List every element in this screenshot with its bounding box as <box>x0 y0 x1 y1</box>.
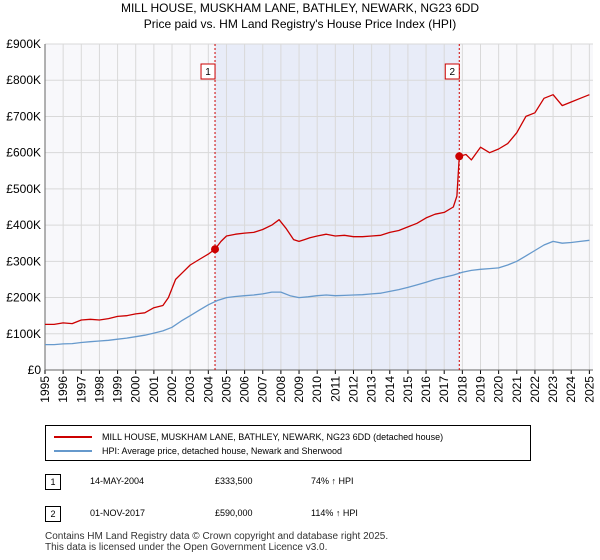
annotation-box <box>444 63 460 80</box>
sale-hpi-change: 74% ↑ HPI <box>311 476 354 486</box>
legend-label-property: MILL HOUSE, MUSKHAM LANE, BATHLEY, NEWAR… <box>102 432 444 442</box>
y-tick-label: £900K <box>6 37 41 51</box>
y-tick-label: £600K <box>6 146 41 160</box>
y-tick-label: £500K <box>6 182 41 196</box>
x-tick-label: 1999 <box>111 376 125 403</box>
y-tick-label: £0 <box>28 363 42 377</box>
x-tick-label: 2021 <box>510 376 524 403</box>
series-layer <box>45 94 590 346</box>
x-tick-label: 2004 <box>201 376 215 403</box>
axis-layer: £0 £100K £200K £300K £400K £500K £600K £700K £80… <box>6 37 596 403</box>
x-tick-label: 2017 <box>437 376 451 403</box>
y-tick-label: £800K <box>6 73 41 87</box>
footer-licence: This data is licensed under the Open Gov… <box>45 542 328 553</box>
x-tick-label: 2000 <box>129 376 143 403</box>
sale-date: 14-MAY-2004 <box>90 476 145 486</box>
y-tick-label: £200K <box>6 291 41 305</box>
legend-swatch-blue <box>54 450 92 452</box>
x-tick-label: 2001 <box>147 376 161 403</box>
x-tick-label: 2020 <box>492 376 506 403</box>
x-tick-label: 1995 <box>38 376 52 403</box>
grid-layer <box>44 43 593 371</box>
x-tick-label: 2022 <box>528 376 542 403</box>
y-tick-label: £400K <box>6 218 41 232</box>
x-tick-label: 2019 <box>473 376 487 403</box>
y-tick-label: £700K <box>6 109 41 123</box>
x-tick-label: 2002 <box>165 376 179 403</box>
x-tick-label: 2007 <box>256 376 270 403</box>
x-tick-label: 1998 <box>92 376 106 403</box>
legend-swatch-red <box>54 436 92 438</box>
annotation-label: 2 <box>449 67 455 78</box>
chart-title-block: MILL HOUSE, MUSKHAM LANE, BATHLEY, NEWAR… <box>0 0 600 32</box>
property-series-line <box>45 94 590 326</box>
x-tick-label: 2006 <box>238 376 252 403</box>
x-tick-label: 2023 <box>546 376 560 403</box>
x-tick-label: 2012 <box>346 376 360 403</box>
annotation-label: 1 <box>205 67 211 78</box>
legend: MILL HOUSE, MUSKHAM LANE, BATHLEY, NEWAR… <box>45 425 531 461</box>
x-tick-label: 2011 <box>328 376 342 402</box>
sale-price: £590,000 <box>215 508 253 518</box>
x-tick-label: 1996 <box>56 376 70 403</box>
sale-date: 01-NOV-2017 <box>90 508 146 518</box>
x-tick-label: 1997 <box>74 376 88 403</box>
x-tick-label: 2018 <box>455 376 469 403</box>
sale-price: £333,500 <box>215 476 253 486</box>
sale-badge: 2 <box>45 506 61 522</box>
x-tick-label: 2008 <box>274 376 288 403</box>
x-tick-label: 2016 <box>419 376 433 403</box>
chart-subtitle: Price paid vs. HM Land Registry's House … <box>143 17 457 31</box>
x-tick-label: 2009 <box>292 376 306 403</box>
annotation-box <box>200 63 216 80</box>
x-tick-label: 2025 <box>582 376 596 403</box>
shaded-period-layer <box>45 44 593 370</box>
x-tick-label: 2010 <box>310 376 324 403</box>
shaded-period <box>215 44 460 370</box>
footer: Contains HM Land Registry data © Crown c… <box>45 531 388 553</box>
legend-label-hpi: HPI: Average price, detached house, Newa… <box>102 446 342 456</box>
sale-point <box>211 245 220 254</box>
chart-title: MILL HOUSE, MUSKHAM LANE, BATHLEY, NEWAR… <box>120 1 480 15</box>
x-tick-label: 2003 <box>183 376 197 403</box>
x-tick-label: 2005 <box>219 376 233 403</box>
hpi-series-line <box>45 239 590 346</box>
x-tick-label: 2024 <box>564 376 578 403</box>
x-tick-label: 2014 <box>383 376 397 403</box>
x-tick-label: 2015 <box>401 376 415 403</box>
y-tick-label: £100K <box>6 327 41 341</box>
y-tick-label: £300K <box>6 254 41 268</box>
sale-hpi-change: 114% ↑ HPI <box>311 508 358 518</box>
price-chart: £0 £100K £200K £300K £400K £500K £600K £700K £80… <box>6 37 596 403</box>
sale-badge: 1 <box>45 474 61 490</box>
sale-point <box>455 152 464 161</box>
footer-copyright: Contains HM Land Registry data © Crown c… <box>45 531 389 542</box>
x-tick-label: 2013 <box>365 376 379 403</box>
